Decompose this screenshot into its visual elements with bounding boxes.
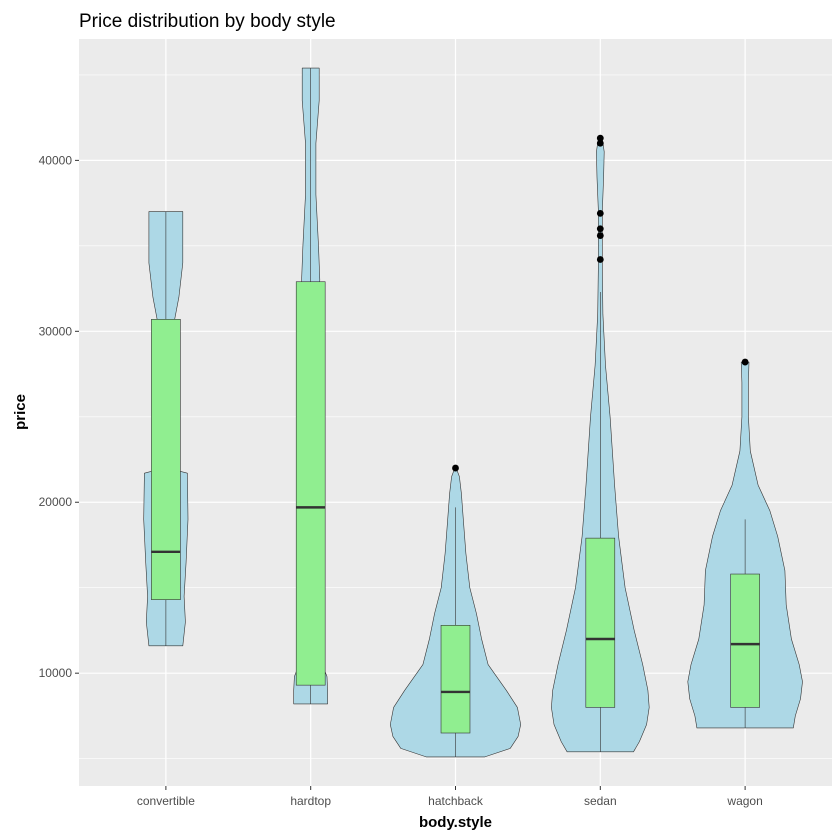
box-hatchback <box>440 625 471 734</box>
y-axis: 10000 20000 30000 40000 <box>39 153 79 680</box>
outlier-point <box>596 225 604 233</box>
x-tick-label: wagon <box>726 794 762 808</box>
chart-title: Price distribution by body style <box>79 11 336 32</box>
x-tick-label: sedan <box>584 794 617 808</box>
outlier-point <box>596 134 604 142</box>
y-tick-label: 10000 <box>39 666 73 680</box>
y-tick-label: 40000 <box>39 153 73 167</box>
outlier-point <box>596 256 604 263</box>
x-axis-title: body.style <box>419 814 492 831</box>
box-hardtop <box>295 281 326 686</box>
y-axis-title: price <box>12 394 29 430</box>
outlier-point <box>452 464 459 472</box>
outlier-point <box>596 139 604 147</box>
outlier-point <box>596 232 604 239</box>
x-tick-label: convertible <box>137 794 195 808</box>
x-tick-label: hatchback <box>428 794 484 808</box>
box-sedan <box>585 537 616 708</box>
x-tick-label: hardtop <box>290 794 331 808</box>
box-convertible <box>151 319 181 600</box>
outlier-point <box>741 358 749 366</box>
boxplots <box>151 68 760 757</box>
outlier-point <box>596 209 604 217</box>
x-axis: convertible hardtop hatchback sedan wagon <box>137 786 763 808</box>
y-tick-label: 20000 <box>39 495 73 509</box>
box-wagon <box>730 573 760 708</box>
y-tick-label: 30000 <box>39 324 73 338</box>
